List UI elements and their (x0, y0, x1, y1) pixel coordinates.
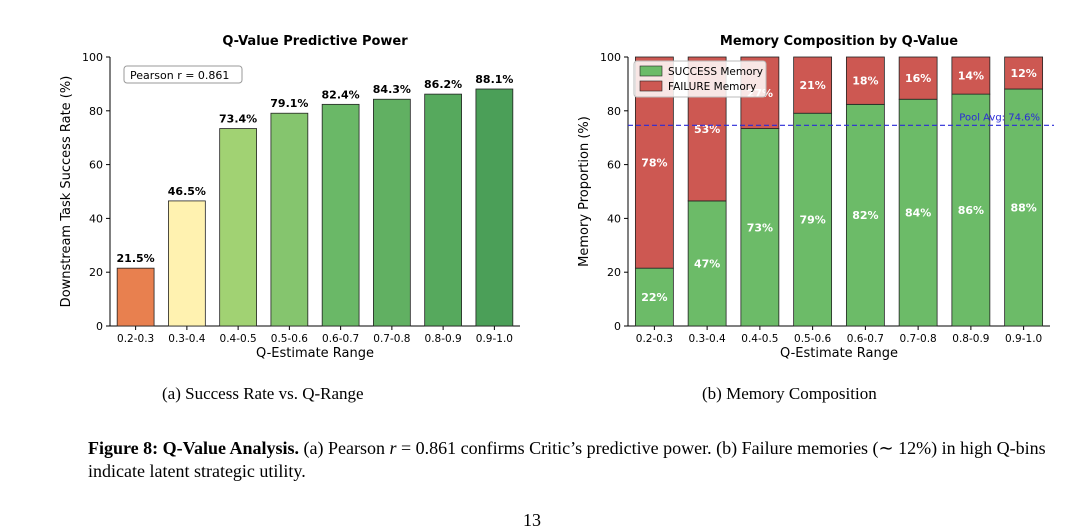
chart-b-success-bar (951, 93, 991, 327)
chart-a-bar-value-label: 84.3% (373, 83, 411, 96)
chart-a-bar (116, 267, 155, 327)
chart-b-y-tick-label: 20 (607, 266, 621, 279)
chart-b-failure-bar (845, 56, 885, 105)
chart-a-x-tick-label: 0.2-0.3 (117, 333, 154, 345)
chart-b-legend-swatch (639, 80, 663, 92)
chart-a-annotation-text: Pearson r = 0.861 (130, 69, 229, 82)
chart-a-x-tick-label: 0.9-1.0 (476, 333, 513, 345)
figure-caption: Figure 8: Q-Value Analysis. (a) Pearson … (88, 437, 1048, 483)
chart-b-success-bar (740, 128, 780, 327)
chart-a-bar (321, 103, 360, 327)
chart-a-x-tick-label: 0.5-0.6 (271, 333, 309, 345)
chart-a-bar-value-label: 79.1% (270, 97, 308, 110)
subcaption-a: (a) Success Rate vs. Q-Range (162, 384, 364, 403)
chart-b-y-axis-label: Memory Proportion (%) (577, 116, 592, 267)
chart-a-y-tick-label: 20 (89, 266, 103, 279)
chart-a-y-tick-label: 40 (89, 212, 103, 225)
chart-a-x-tick-label: 0.8-0.9 (425, 333, 462, 345)
chart-b-failure-label: 16% (905, 72, 931, 85)
chart-b-failure-label: 21% (799, 79, 825, 92)
chart-a-bar (270, 112, 309, 327)
chart-b-y-tick-label: 80 (607, 105, 621, 118)
chart-b-success-bar (1004, 88, 1044, 327)
chart-b-y-tick-label: 40 (607, 212, 621, 225)
chart-b-x-tick-label: 0.5-0.6 (794, 333, 832, 345)
chart-b-legend-label: SUCCESS Memory (668, 66, 763, 78)
chart-a-y-tick-label: 0 (96, 320, 103, 333)
chart-a-x-tick-label: 0.7-0.8 (373, 333, 410, 345)
page-number: 13 (523, 510, 541, 530)
chart-a-annotation-box (123, 65, 243, 84)
chart-b-success-bar (687, 200, 727, 327)
figure-caption-label: Figure 8: (88, 438, 159, 458)
chart-a-annotation: Pearson r = 0.861 (123, 65, 243, 84)
chart-b-y-tick-label: 0 (614, 320, 621, 333)
chart-a-y-axis-label: Downstream Task Success Rate (%) (59, 76, 74, 308)
chart-b-x-tick-label: 0.3-0.4 (689, 333, 727, 345)
chart-b-failure-bar (793, 56, 833, 114)
chart-b-success-bar (898, 98, 938, 327)
chart-b-failure-bar (951, 56, 991, 95)
figure-charts: Q-Value Predictive Power 0 20 40 60 80 100 0.2-… (59, 34, 1054, 361)
chart-b-failure-label: 18% (852, 75, 878, 88)
chart-a-y-tick-label: 60 (89, 159, 103, 172)
chart-a-bar-value-label: 86.2% (424, 78, 462, 91)
chart-a-x-axis-label: Q-Estimate Range (256, 346, 374, 361)
figure-caption-title: Q-Value Analysis. (162, 438, 300, 458)
chart-b-y-tick-label: 60 (607, 159, 621, 172)
chart-b-success-label: 79% (799, 214, 825, 227)
chart-a-x-tick-label: 0.6-0.7 (322, 333, 359, 345)
chart-b-failure-label: 14% (958, 70, 984, 83)
chart-b-failure-label: 53% (694, 123, 720, 136)
chart-a-bar-value-label: 88.1% (475, 73, 513, 86)
chart-b-y-tick-label: 100 (600, 51, 621, 64)
chart-b-legend: SUCCESS Memory FAILURE Memory (633, 60, 767, 98)
chart-a-bar-value-label: 73.4% (219, 113, 257, 126)
chart-a-x-tick-label: 0.4-0.5 (220, 333, 257, 345)
chart-b-success-label: 47% (694, 257, 720, 270)
figure-caption-math-r: r (389, 438, 397, 458)
figure-caption-text-2: = 0.861 confirms Critic’s predictive pow… (88, 438, 1046, 481)
chart-b-success-label: 88% (1010, 202, 1036, 215)
chart-b-success-label: 86% (958, 204, 984, 217)
chart-b-legend-label: FAILURE Memory (668, 81, 756, 93)
chart-a-bar (373, 98, 411, 327)
chart-b-success-label: 84% (905, 207, 931, 220)
chart-a-bar-value-label: 21.5% (117, 252, 155, 265)
chart-b-x-tick-label: 0.9-1.0 (1005, 333, 1042, 345)
chart-a-title: Q-Value Predictive Power (222, 34, 408, 49)
chart-a-bar-value-label: 46.5% (168, 185, 206, 198)
chart-b-failure-bar (1004, 56, 1044, 90)
chart-a-bar (475, 88, 514, 327)
chart-b-failure-label: 12% (1010, 67, 1036, 80)
chart-b-success-label: 73% (747, 221, 773, 234)
figure-caption-text-1: (a) Pearson (303, 438, 385, 458)
chart-a-y-tick-label: 100 (82, 51, 103, 64)
chart-a-y-tick-label: 80 (89, 105, 103, 118)
chart-a-bar (424, 93, 462, 327)
chart-a-bar (219, 128, 257, 327)
chart-b-success-label: 82% (852, 209, 878, 222)
subcaption-b: (b) Memory Composition (702, 384, 877, 403)
chart-b-legend-box (633, 60, 767, 98)
chart-b-x-tick-label: 0.2-0.3 (636, 333, 673, 345)
chart-b-x-axis-label: Q-Estimate Range (780, 346, 898, 361)
chart-b-pool-avg-label: Pool Avg: 74.6% (959, 112, 1040, 123)
chart-b-title: Memory Composition by Q-Value (720, 34, 958, 49)
chart-a-bar (168, 200, 206, 327)
chart-b-failure-label: 78% (641, 157, 667, 170)
chart-b-failure-bar (898, 56, 938, 100)
chart-b-legend-swatch (639, 65, 663, 77)
chart-b-success-label: 22% (641, 291, 667, 304)
chart-b-x-tick-label: 0.6-0.7 (847, 333, 884, 345)
chart-a-x-tick-label: 0.3-0.4 (168, 333, 206, 345)
chart-b-x-tick-label: 0.4-0.5 (741, 333, 778, 345)
chart-b-x-tick-label: 0.7-0.8 (900, 333, 937, 345)
chart-a-bar-value-label: 82.4% (322, 88, 360, 101)
chart-b-x-tick-label: 0.8-0.9 (952, 333, 989, 345)
